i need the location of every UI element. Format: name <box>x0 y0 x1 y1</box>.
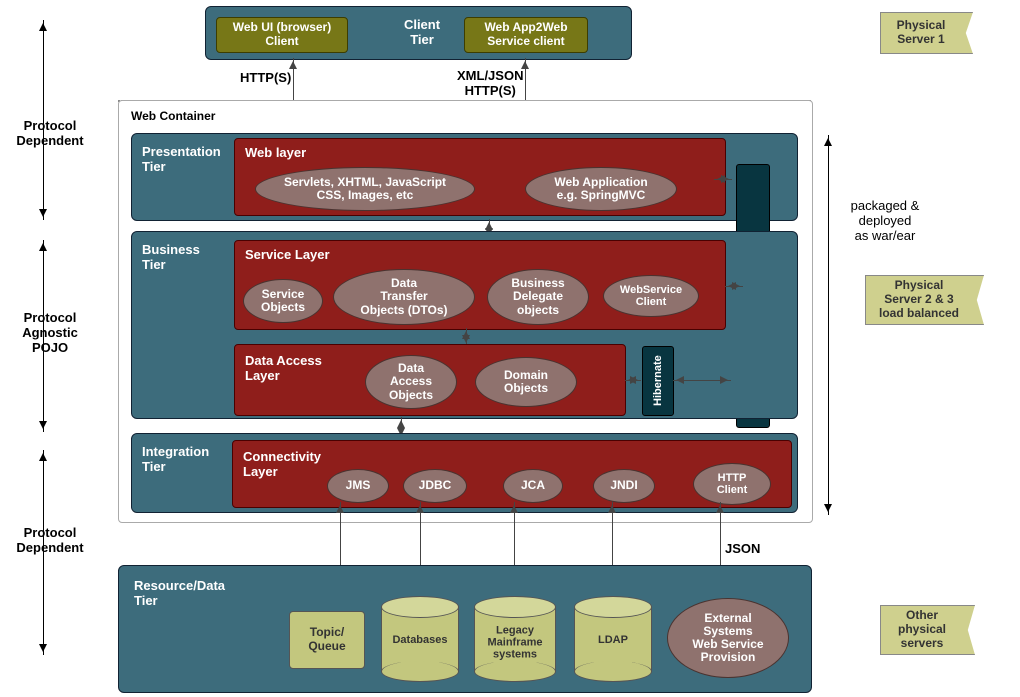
domain-pill: Domain Objects <box>475 357 577 407</box>
integration-title: Integration Tier <box>142 444 232 474</box>
web-service-client: Web App2Web Service client <box>464 17 588 53</box>
banner-server1: Physical Server 1 <box>880 12 962 54</box>
hibernate-label: Hibernate <box>643 347 673 415</box>
resource-tier: Resource/Data Tier Topic/ Queue Database… <box>118 565 812 693</box>
integration-tier: Integration Tier Connectivity Layer JMS … <box>131 433 798 513</box>
presentation-tier: Presentation Tier Web layer Servlets, XH… <box>131 133 798 221</box>
ldap-cyl: LDAP <box>574 596 652 682</box>
banner-other-servers: Other physical servers <box>880 605 964 655</box>
protocol-agnostic: Protocol Agnostic POJO <box>10 310 90 355</box>
web-container: Web Container Presentation Tier Web laye… <box>118 100 813 523</box>
jca-pill: JCA <box>503 469 563 503</box>
client-tier-box: Client Tier Web UI (browser) Client Web … <box>205 6 632 60</box>
dao-pill: Data Access Objects <box>365 355 457 409</box>
arrow-webapp-spring <box>714 179 732 180</box>
web-layer: Web layer Servlets, XHTML, JavaScript CS… <box>234 138 726 216</box>
client-tier-title: Client Tier <box>382 17 462 47</box>
legacy-cyl: Legacy Mainframe systems <box>474 596 556 682</box>
protocol-dependent-top: Protocol Dependent <box>10 118 90 148</box>
arrow-svc-spring <box>725 286 743 287</box>
web-container-label: Web Container <box>131 109 215 123</box>
https-label: HTTP(S) <box>240 70 291 85</box>
business-title: Business Tier <box>142 242 222 272</box>
business-tier: Business Tier Service Layer Service Obje… <box>131 231 798 419</box>
xmljson-label: XML/JSON HTTP(S) <box>457 68 523 98</box>
json-label: JSON <box>725 541 760 556</box>
external-systems: External Systems Web Service Provision <box>667 598 789 678</box>
http-client-pill: HTTP Client <box>693 463 771 505</box>
databases-cyl: Databases <box>381 596 459 682</box>
web-layer-label: Web layer <box>245 145 306 160</box>
servlets-pill: Servlets, XHTML, JavaScript CSS, Images,… <box>255 167 475 211</box>
webapp-pill: Web Application e.g. SpringMVC <box>525 167 677 211</box>
delegate-pill: Business Delegate objects <box>487 269 589 325</box>
jms-pill: JMS <box>327 469 389 503</box>
protocol-dependent-bottom: Protocol Dependent <box>10 525 90 555</box>
presentation-title: Presentation Tier <box>142 144 232 174</box>
web-ui-client: Web UI (browser) Client <box>216 17 348 53</box>
jndi-pill: JNDI <box>593 469 655 503</box>
dto-pill: Data Transfer Objects (DTOs) <box>333 269 475 325</box>
resource-title: Resource/Data Tier <box>134 578 254 608</box>
service-layer-label: Service Layer <box>245 247 330 262</box>
ws-client-pill: WebService Client <box>603 275 699 317</box>
dal-label: Data Access Layer <box>245 353 322 383</box>
service-objects: Service Objects <box>243 279 323 323</box>
range-arrow-right <box>828 135 829 515</box>
jdbc-pill: JDBC <box>403 469 467 503</box>
connectivity-layer: Connectivity Layer JMS JDBC JCA JNDI HTT… <box>232 440 792 508</box>
arrow-dal-hib <box>625 380 641 381</box>
topic-queue: Topic/ Queue <box>289 611 365 669</box>
banner-server23: Physical Server 2 & 3 load balanced <box>865 275 973 325</box>
service-layer: Service Layer Service Objects Data Trans… <box>234 240 726 330</box>
hibernate-box: Hibernate <box>642 346 674 416</box>
packaged-deployed: packaged & deployed as war/ear <box>840 198 930 243</box>
connectivity-label: Connectivity Layer <box>243 449 321 479</box>
arrow-hib-spring <box>673 380 731 381</box>
data-access-layer: Data Access Layer Data Access Objects Do… <box>234 344 626 416</box>
